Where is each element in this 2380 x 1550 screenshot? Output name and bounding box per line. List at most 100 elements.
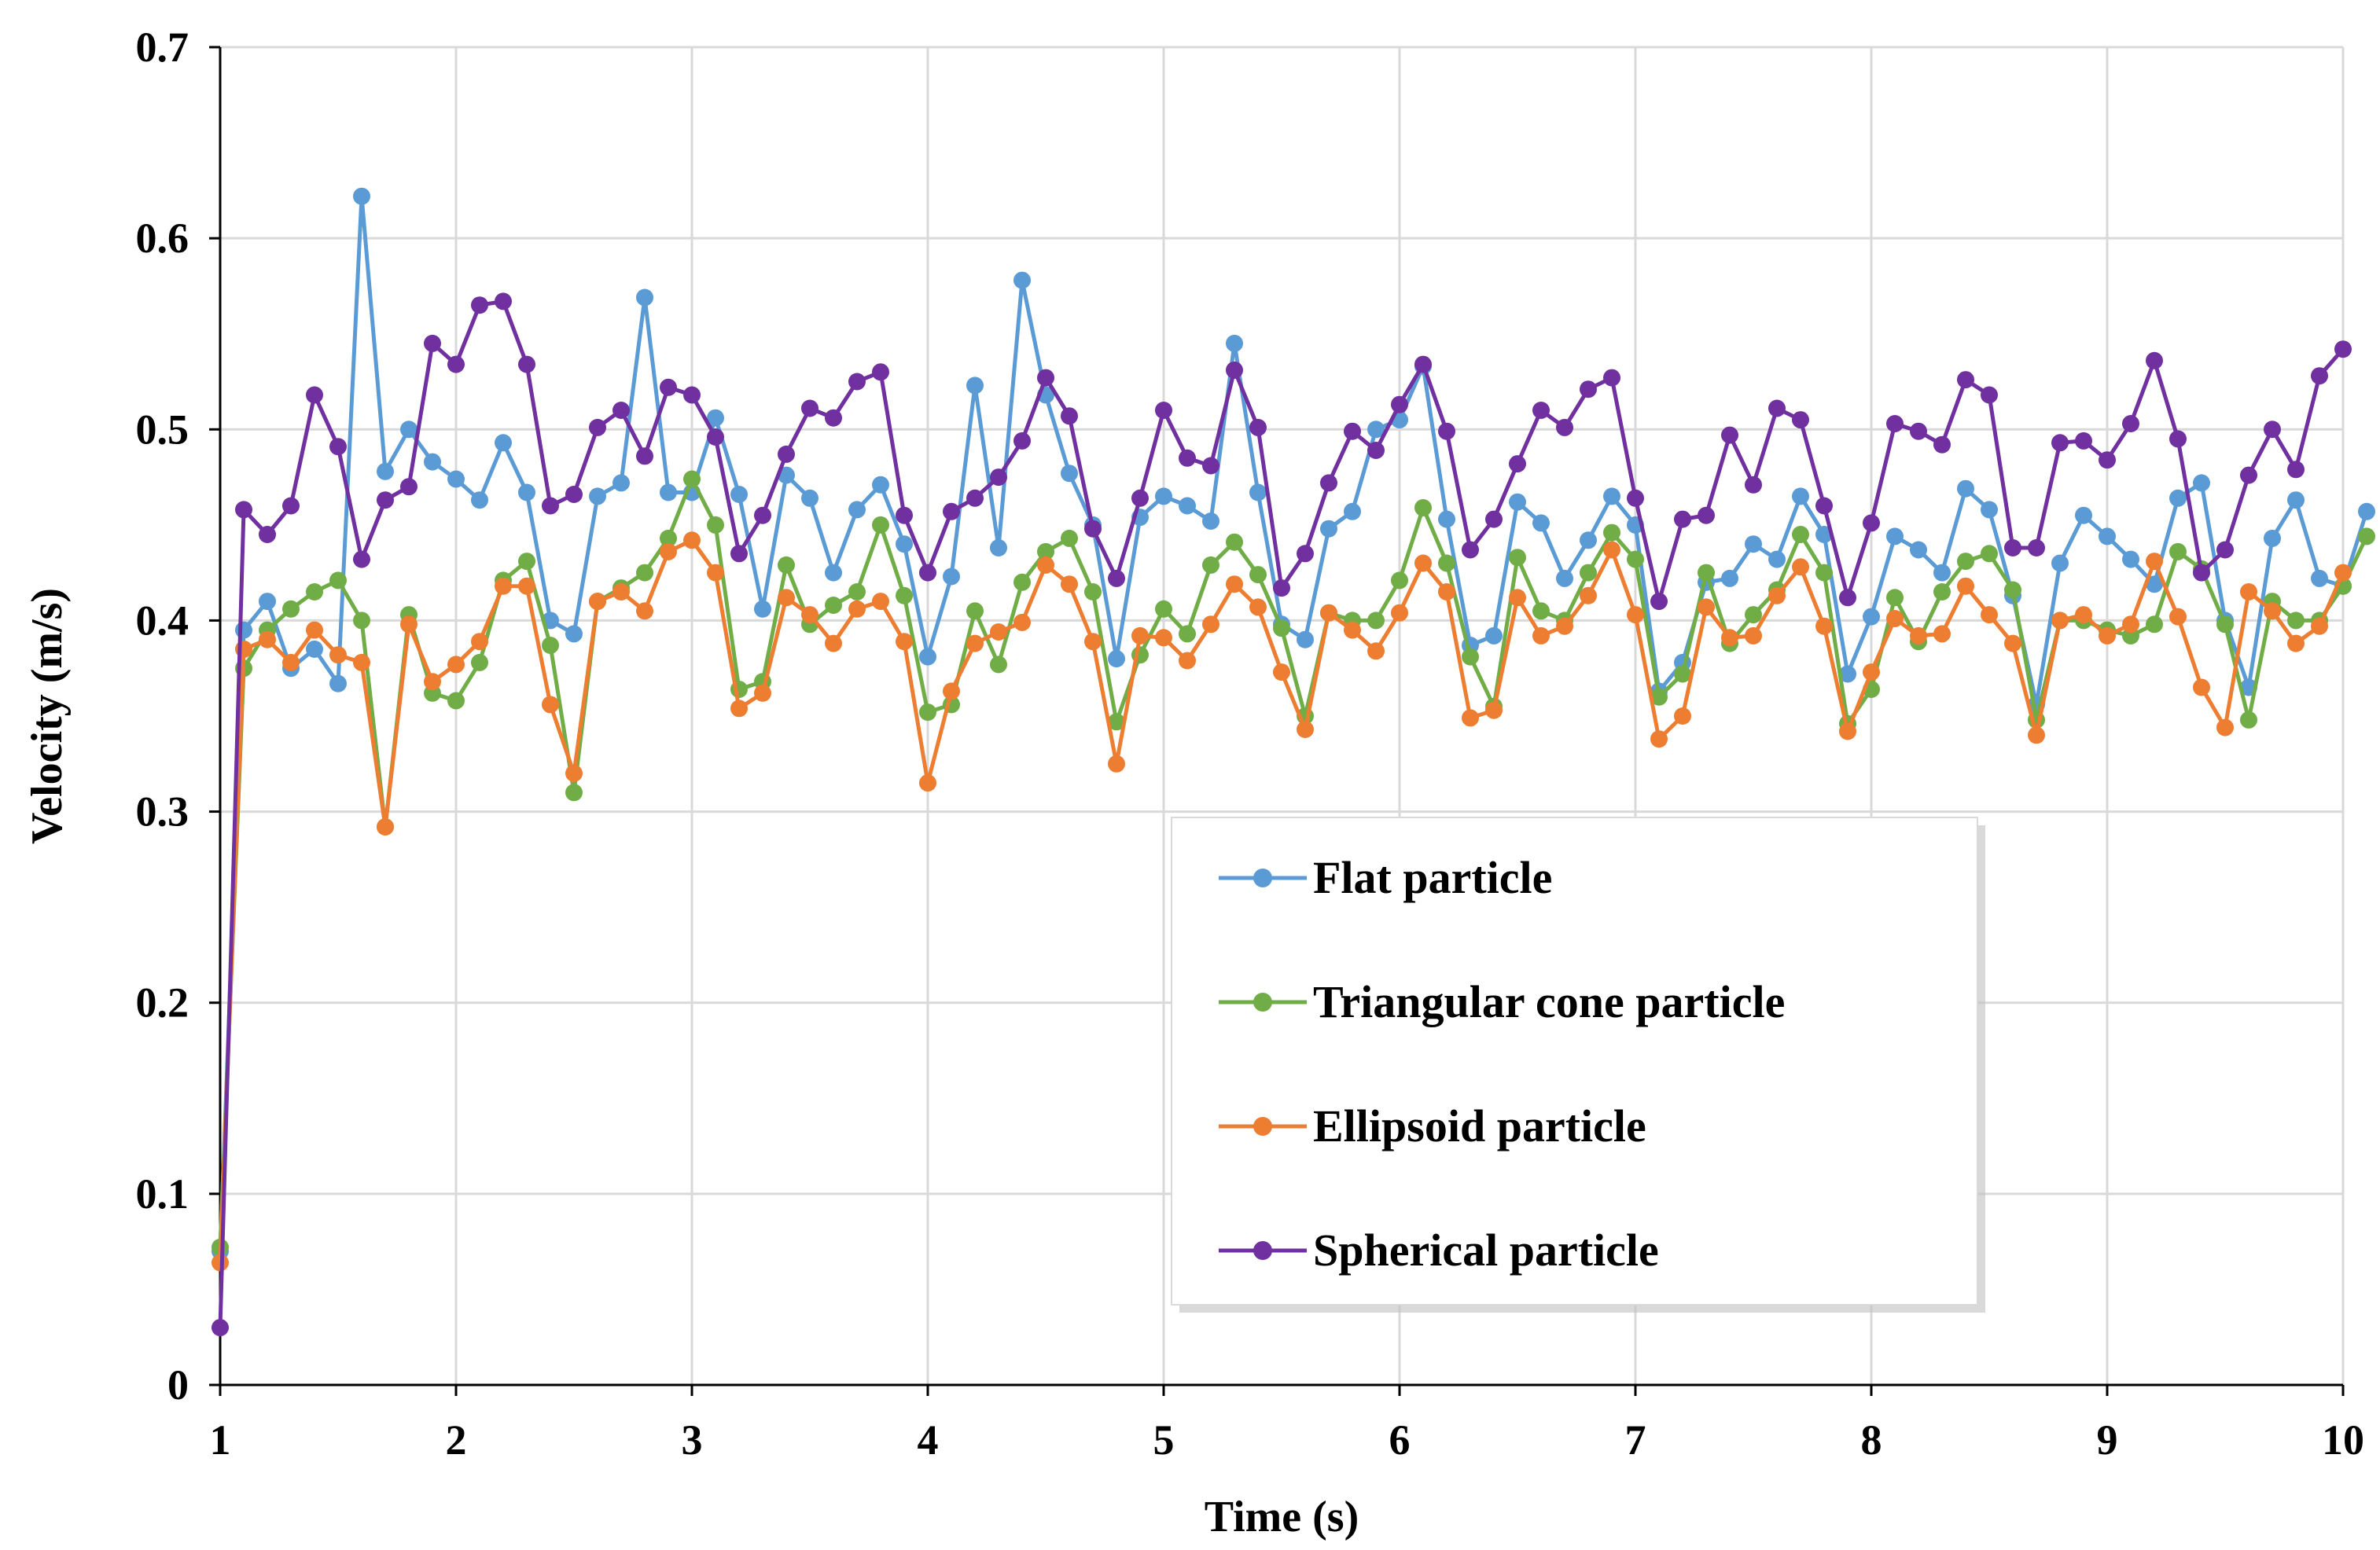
- data-point: [518, 577, 535, 595]
- data-point: [518, 483, 535, 501]
- data-point: [589, 418, 606, 436]
- data-point: [1863, 608, 1880, 626]
- data-point: [329, 571, 347, 590]
- data-point: [1839, 665, 1856, 683]
- data-point: [1815, 617, 1833, 635]
- data-point: [1391, 571, 1408, 590]
- data-point: [353, 550, 370, 568]
- data-point: [1108, 650, 1125, 668]
- data-point: [1721, 629, 1738, 647]
- data-point: [2287, 634, 2305, 652]
- data-point: [778, 445, 795, 463]
- data-point: [1108, 713, 1125, 731]
- data-point: [1414, 355, 1432, 373]
- data-point: [801, 489, 818, 507]
- data-point: [1556, 418, 1573, 436]
- data-point: [518, 553, 535, 571]
- data-point: [282, 653, 300, 671]
- data-point: [518, 355, 535, 373]
- data-point: [1438, 554, 1455, 572]
- data-point: [1202, 457, 1219, 475]
- data-point: [2028, 726, 2045, 744]
- legend-item: Ellipsoid particle: [1219, 1100, 1646, 1151]
- data-point: [1556, 617, 1573, 635]
- data-point: [1202, 556, 1219, 574]
- data-point: [1037, 556, 1054, 574]
- x-tick-label: 8: [1861, 1416, 1882, 1464]
- data-point: [329, 674, 347, 692]
- data-point: [1013, 573, 1031, 591]
- data-point: [825, 634, 842, 652]
- data-point: [1391, 395, 1408, 413]
- data-point: [919, 774, 936, 792]
- data-point: [1013, 432, 1031, 450]
- data-point: [966, 602, 984, 620]
- data-point: [1485, 626, 1503, 645]
- data-point: [565, 784, 583, 802]
- data-point: [1863, 514, 1880, 532]
- data-point: [235, 501, 252, 519]
- data-point: [1273, 663, 1290, 681]
- axes: [209, 46, 2345, 1396]
- x-axis-title: Time (s): [1205, 1493, 1359, 1541]
- data-point: [542, 637, 559, 654]
- data-point: [2075, 506, 2092, 524]
- data-point: [1344, 422, 1361, 440]
- data-point: [2193, 564, 2210, 582]
- data-point: [1698, 506, 1715, 524]
- data-point: [1249, 598, 1267, 616]
- data-point: [1627, 489, 1644, 507]
- data-point: [1580, 564, 1597, 582]
- data-point: [2287, 612, 2305, 630]
- data-point: [778, 589, 795, 607]
- legend-label: Triangular cone particle: [1313, 976, 1785, 1027]
- data-point: [565, 486, 583, 503]
- legend-label: Spherical particle: [1313, 1225, 1659, 1276]
- data-point: [1179, 652, 1196, 670]
- data-point: [1768, 550, 1786, 568]
- data-point: [1249, 566, 1267, 584]
- data-point: [1603, 369, 1620, 387]
- data-point: [1414, 554, 1432, 572]
- data-point: [2146, 575, 2163, 593]
- data-point: [2169, 430, 2187, 448]
- data-point: [1179, 497, 1196, 515]
- data-point: [1273, 619, 1290, 637]
- data-point: [636, 602, 653, 620]
- data-point: [1013, 271, 1031, 289]
- data-point: [1792, 558, 1809, 576]
- data-point: [2051, 434, 2069, 452]
- data-point: [966, 489, 984, 507]
- data-point: [1061, 575, 1078, 593]
- data-point: [1792, 411, 1809, 429]
- data-point: [825, 597, 842, 614]
- series-spherical-particle: [212, 292, 2352, 1337]
- legend-item: Spherical particle: [1219, 1225, 1659, 1276]
- y-tick-labels: 0 0.1 0.2 0.3 0.4 0.5 0.6 0.7: [136, 24, 189, 1409]
- data-point: [1131, 626, 1149, 645]
- data-point: [400, 615, 418, 634]
- data-point: [2216, 615, 2234, 634]
- data-point: [1863, 663, 1880, 681]
- data-point: [1745, 606, 1762, 624]
- data-point: [1061, 465, 1078, 483]
- data-point: [1414, 499, 1432, 516]
- data-point: [1155, 629, 1172, 647]
- data-point: [1910, 422, 1927, 440]
- data-point: [848, 600, 866, 618]
- data-point: [1108, 755, 1125, 773]
- data-point: [943, 682, 960, 700]
- data-point: [1367, 421, 1385, 439]
- data-point: [1839, 589, 1856, 607]
- data-point: [2146, 553, 2163, 571]
- data-point: [1367, 612, 1385, 630]
- data-point: [1933, 435, 1951, 454]
- data-point: [990, 539, 1007, 556]
- data-point: [1297, 721, 1314, 738]
- data-point: [1226, 533, 1243, 551]
- data-point: [1933, 583, 1951, 601]
- data-point: [1886, 610, 1904, 627]
- x-tick-label: 10: [2322, 1416, 2364, 1464]
- legend-box: [1171, 817, 1978, 1306]
- data-point: [306, 386, 323, 404]
